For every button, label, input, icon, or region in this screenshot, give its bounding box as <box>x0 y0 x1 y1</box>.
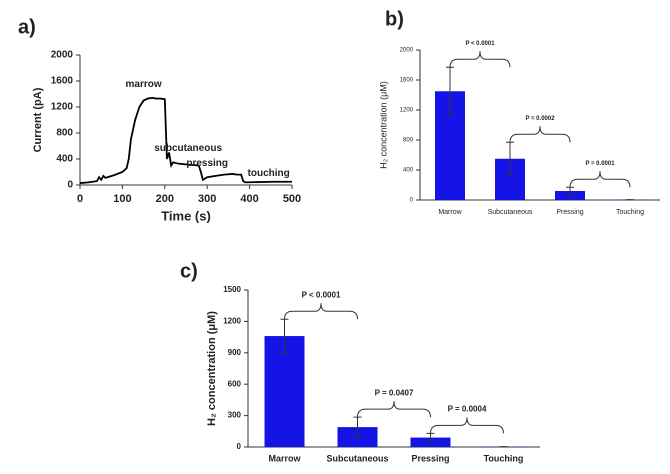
p-value: P = 0.0004 <box>448 405 487 414</box>
annotation: pressing <box>186 158 228 169</box>
x-tick-label: Marrow <box>268 453 301 463</box>
p-value: P < 0.0001 <box>302 290 341 299</box>
bracket <box>449 51 511 68</box>
y-tick-label: 1200 <box>223 317 241 326</box>
bar <box>555 191 585 200</box>
bracket <box>569 171 631 188</box>
x-tick-label: Touching <box>616 209 644 216</box>
y-tick-label: 400 <box>403 168 414 174</box>
x-axis-label: Time (s) <box>161 208 211 223</box>
y-tick-label: 1500 <box>223 285 241 294</box>
y-tick-label: 1200 <box>400 108 414 114</box>
p-value: P = 0.0407 <box>375 388 414 397</box>
bracket <box>430 417 504 434</box>
error-bar <box>280 318 289 354</box>
bar <box>410 437 451 447</box>
y-tick-label: 600 <box>228 379 242 388</box>
p-value: P = 0.0001 <box>585 161 615 167</box>
y-axis-label: Current (pA) <box>32 87 44 152</box>
bracket <box>509 126 571 143</box>
y-axis-label: H₂ concentration (μM) <box>378 81 388 169</box>
x-tick-label: Pressing <box>556 209 583 216</box>
x-tick-label: 300 <box>198 193 216 205</box>
x-tick-label: Pressing <box>411 453 449 463</box>
annotation: marrow <box>126 79 162 90</box>
panel-label: a) <box>18 16 36 38</box>
y-tick-label: 2000 <box>400 48 414 54</box>
p-value: P < 0.0001 <box>465 41 495 47</box>
x-tick-label: Touching <box>484 453 524 463</box>
x-tick-label: Subcutaneous <box>488 209 533 216</box>
y-tick-label: 0 <box>67 180 73 191</box>
data-line <box>79 96 292 184</box>
y-tick-label: 300 <box>228 411 242 420</box>
y-tick-label: 800 <box>403 138 414 144</box>
x-tick-label: Subcutaneous <box>326 453 388 463</box>
x-tick-label: 200 <box>156 193 174 205</box>
x-tick-label: 100 <box>113 193 131 205</box>
x-tick-label: 0 <box>77 193 83 205</box>
x-tick-label: 500 <box>283 193 301 205</box>
y-tick-label: 0 <box>237 442 242 451</box>
bracket <box>284 303 358 320</box>
y-tick-label: 1600 <box>51 76 74 87</box>
y-tick-label: 900 <box>228 348 242 357</box>
x-tick-label: Marrow <box>438 209 462 216</box>
y-axis-label: H₂ concentration (μM) <box>206 311 218 426</box>
annotation: touching <box>248 168 290 179</box>
x-tick-label: 400 <box>240 193 258 205</box>
bar <box>264 336 305 447</box>
bracket <box>357 401 431 418</box>
y-tick-label: 800 <box>56 128 73 139</box>
y-tick-label: 1600 <box>400 78 414 84</box>
panel-label: b) <box>385 8 404 30</box>
p-value: P = 0.0002 <box>525 116 555 122</box>
y-tick-label: 0 <box>410 198 414 204</box>
y-tick-label: 2000 <box>51 50 74 61</box>
y-tick-label: 400 <box>56 154 73 165</box>
annotation: subcutaneous <box>154 143 222 154</box>
y-tick-label: 1200 <box>51 102 74 113</box>
panel-label: c) <box>180 260 198 282</box>
